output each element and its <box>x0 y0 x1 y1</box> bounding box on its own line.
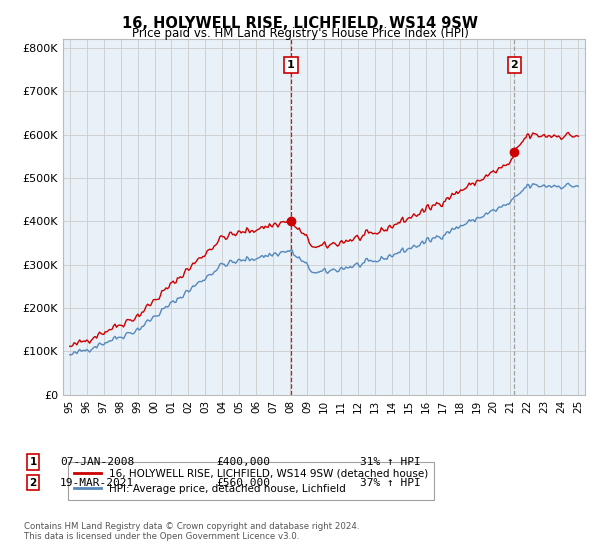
Text: 31% ↑ HPI: 31% ↑ HPI <box>360 457 421 467</box>
Text: 2: 2 <box>510 60 518 70</box>
Text: 37% ↑ HPI: 37% ↑ HPI <box>360 478 421 488</box>
Text: £400,000: £400,000 <box>216 457 270 467</box>
Text: 1: 1 <box>287 60 295 70</box>
Text: £560,000: £560,000 <box>216 478 270 488</box>
Text: Price paid vs. HM Land Registry's House Price Index (HPI): Price paid vs. HM Land Registry's House … <box>131 27 469 40</box>
Text: 2: 2 <box>29 478 37 488</box>
Text: 16, HOLYWELL RISE, LICHFIELD, WS14 9SW: 16, HOLYWELL RISE, LICHFIELD, WS14 9SW <box>122 16 478 31</box>
Text: Contains HM Land Registry data © Crown copyright and database right 2024.
This d: Contains HM Land Registry data © Crown c… <box>24 522 359 542</box>
Text: 1: 1 <box>29 457 37 467</box>
Legend: 16, HOLYWELL RISE, LICHFIELD, WS14 9SW (detached house), HPI: Average price, det: 16, HOLYWELL RISE, LICHFIELD, WS14 9SW (… <box>68 462 434 500</box>
Text: 19-MAR-2021: 19-MAR-2021 <box>60 478 134 488</box>
Text: 07-JAN-2008: 07-JAN-2008 <box>60 457 134 467</box>
